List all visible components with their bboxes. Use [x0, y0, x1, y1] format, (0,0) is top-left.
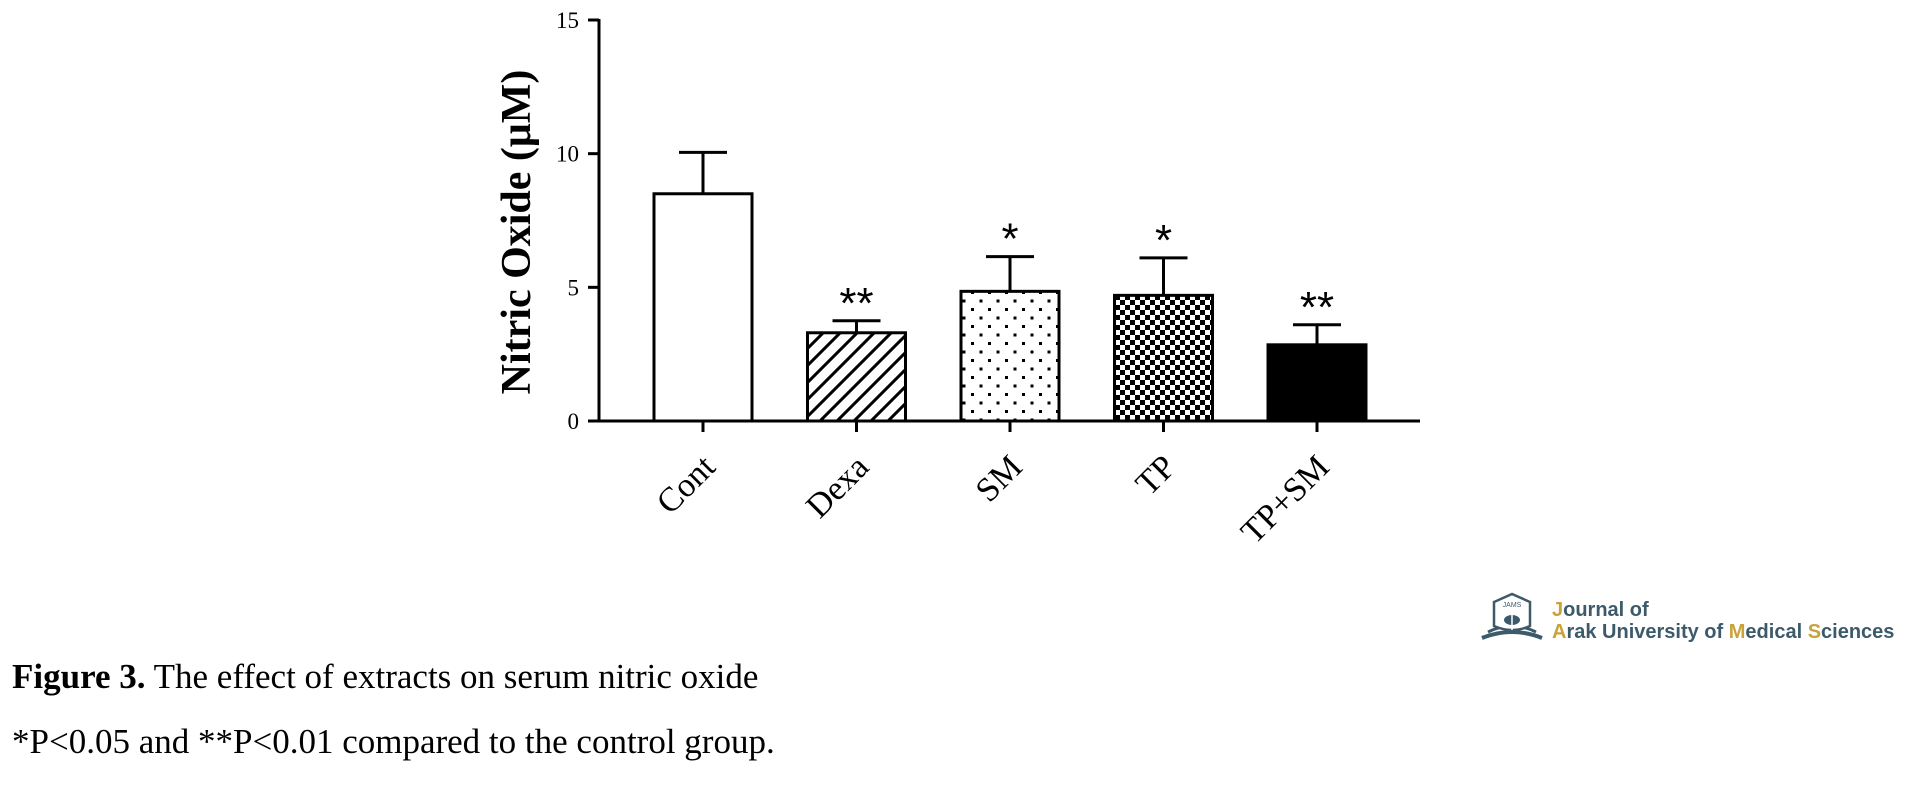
figure-caption-text: The effect of extracts on serum nitric o… [145, 657, 759, 696]
category-label: TP [1129, 448, 1183, 502]
svg-text:Arak University of Medical Sci: Arak University of Medical Sciences [1552, 621, 1894, 643]
category-label: Dexa [799, 448, 876, 525]
nitric-oxide-bar-chart: 0 5 10 15 Cont ** Dexa * SM * TP ** TP+SM Nitric Oxi… [494, 8, 1420, 551]
bar-sm [959, 289, 1061, 423]
journal-emblem-icon: JAMS [1481, 592, 1543, 640]
category-label: SM [969, 448, 1030, 509]
bars [652, 150, 1368, 423]
significance-label: * [1001, 215, 1018, 264]
category-label: TP+SM [1234, 448, 1337, 551]
bar-tp-sm [1266, 343, 1368, 423]
category-label: Cont [650, 448, 723, 521]
significance-label: ** [1300, 283, 1334, 332]
significance-label: ** [839, 279, 873, 328]
y-tick-label: 15 [556, 8, 579, 33]
figure-label: Figure 3. [12, 657, 146, 696]
journal-logo: JAMS Journal of Arak University of Medic… [1481, 592, 1894, 643]
bar-tp [1113, 293, 1214, 423]
figure-footnote: *P<0.05 and **P<0.01 compared to the con… [12, 722, 775, 761]
significance-label: * [1155, 216, 1172, 265]
y-tick-label: 0 [568, 409, 580, 434]
bar-dexa [806, 331, 907, 423]
svg-text:Journal of: Journal of [1552, 599, 1649, 621]
figure-caption: Figure 3. The effect of extracts on seru… [12, 657, 758, 697]
y-axis-title: Nitric Oxide (μM) [494, 70, 540, 395]
y-tick-label: 5 [568, 275, 580, 300]
svg-text:JAMS: JAMS [1503, 602, 1522, 609]
y-tick-label: 10 [556, 142, 579, 167]
bar-cont [652, 192, 754, 423]
